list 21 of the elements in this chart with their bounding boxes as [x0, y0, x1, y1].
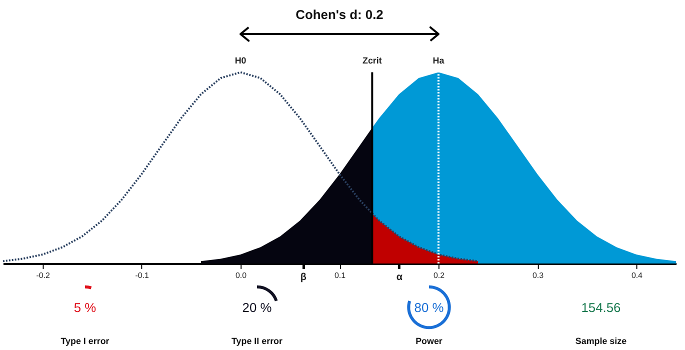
annotation: Ha — [432, 55, 446, 66]
text: Sample size — [575, 336, 627, 346]
text: Type II error — [232, 336, 284, 346]
x-tick-label: -0.1 — [135, 270, 150, 280]
x-tick-label: β — [300, 272, 306, 283]
x-tick-label: α — [396, 272, 402, 283]
x-tick-label: 0.2 — [433, 270, 446, 280]
x-tick-label: 0.3 — [532, 270, 544, 280]
chart-title: Cohen's d: 0.2 — [296, 6, 384, 22]
text: 80 % — [414, 300, 444, 316]
text: Type I error — [60, 336, 110, 346]
text: Power — [416, 336, 443, 346]
text: 5 % — [74, 300, 97, 316]
annotation: H0 — [234, 55, 246, 66]
text: 20 % — [242, 300, 272, 316]
ref-line-label: Zcrit — [362, 55, 382, 66]
x-tick-label: -0.2 — [36, 270, 50, 280]
text: 154.56 — [581, 300, 621, 316]
x-tick-label: 0.4 — [631, 270, 644, 280]
x-tick-label: 0.0 — [236, 270, 248, 280]
x-tick-label: 0.1 — [334, 270, 346, 280]
